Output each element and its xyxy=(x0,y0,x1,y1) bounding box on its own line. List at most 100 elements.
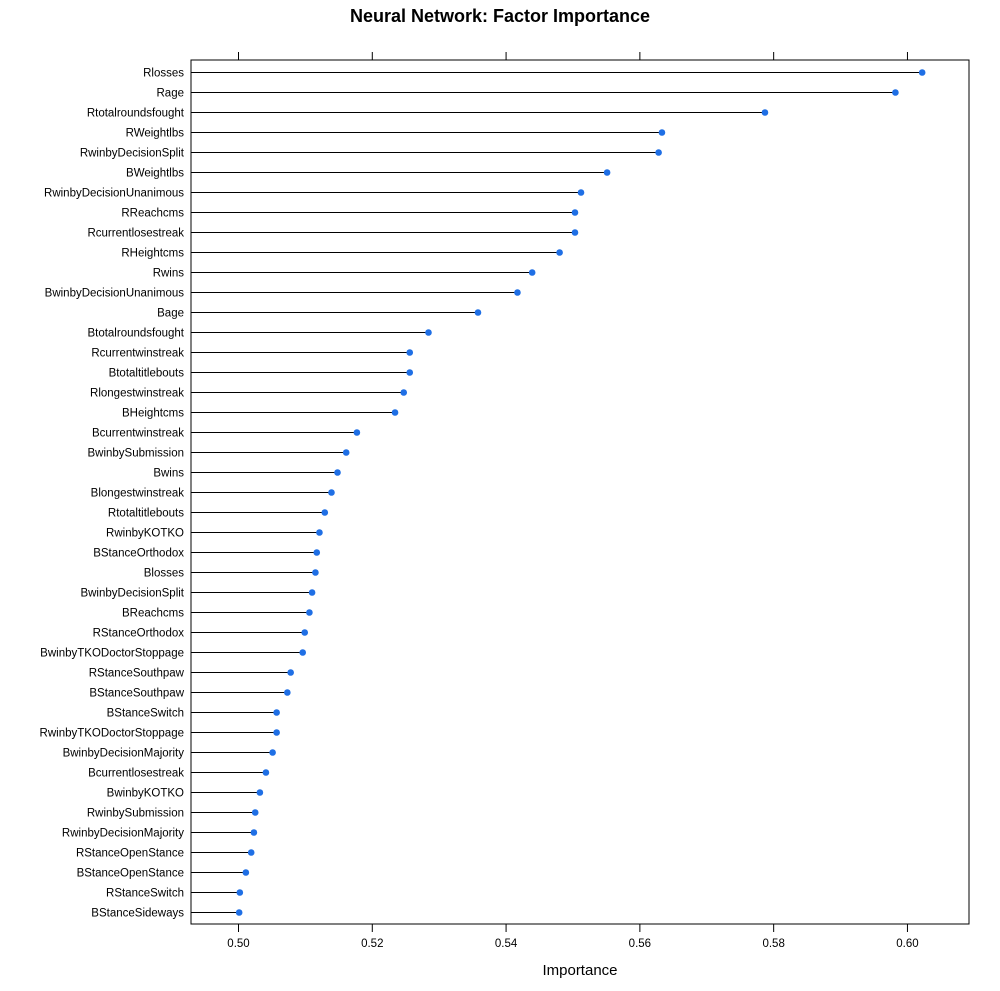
category-label: BwinbyTKODoctorStoppage xyxy=(40,648,184,660)
category-label: BwinbyDecisionUnanimous xyxy=(45,288,185,300)
data-point xyxy=(251,809,259,816)
category-label: BHeightcms xyxy=(122,408,184,420)
category-label: RwinbyDecisionSplit xyxy=(80,148,185,160)
lollipop-points xyxy=(235,69,926,916)
category-label: Rcurrentlosestreak xyxy=(87,228,184,240)
x-axis-title: Importance xyxy=(542,962,617,979)
category-label: RwinbySubmission xyxy=(87,808,184,820)
x-tick-label: 0.54 xyxy=(495,938,518,950)
data-point xyxy=(321,509,329,516)
category-label: Rtotalroundsfought xyxy=(87,108,185,120)
x-axis-ticks: 0.50 0.52 0.54 0.56 0.58 0.60 xyxy=(227,52,919,950)
category-label: Bcurrentwinstreak xyxy=(92,428,184,440)
data-point xyxy=(273,709,280,716)
category-label: BWeightlbs xyxy=(126,168,184,180)
category-label: RStanceOpenStance xyxy=(76,848,184,860)
lollipop-lines xyxy=(191,72,923,913)
data-point xyxy=(556,249,563,256)
category-label: Blosses xyxy=(144,568,185,580)
data-point xyxy=(247,849,255,856)
data-point xyxy=(306,609,313,616)
category-label: Rlosses xyxy=(143,68,184,80)
data-point xyxy=(342,449,350,456)
category-label: BwinbyKOTKO xyxy=(107,788,184,800)
data-point xyxy=(474,309,482,316)
category-label: RwinbyDecisionMajority xyxy=(62,828,184,840)
category-label: Rwins xyxy=(153,268,185,280)
data-point xyxy=(316,529,323,536)
category-label: RwinbyDecisionUnanimous xyxy=(44,188,184,200)
data-point xyxy=(235,909,243,916)
data-point xyxy=(334,469,341,476)
category-label: RStanceSwitch xyxy=(106,888,184,900)
category-label: BStanceOrthodox xyxy=(93,548,184,560)
data-point xyxy=(918,69,926,76)
chart-title: Neural Network: Factor Importance xyxy=(350,6,650,26)
category-label: Rcurrentwinstreak xyxy=(91,348,184,360)
category-label: RReachcms xyxy=(121,208,184,220)
data-point xyxy=(425,329,432,336)
category-label: Btotalroundsfought xyxy=(87,328,184,340)
x-tick-label: 0.58 xyxy=(762,938,784,950)
category-label: Bage xyxy=(157,308,184,320)
category-label: Bwins xyxy=(153,468,184,480)
data-point xyxy=(655,149,662,156)
category-label: Bcurrentlosestreak xyxy=(88,768,184,780)
data-point xyxy=(269,749,276,756)
category-label: Blongestwinstreak xyxy=(91,488,185,500)
data-point xyxy=(236,889,244,896)
data-point xyxy=(577,189,585,196)
category-label: BwinbyDecisionMajority xyxy=(63,748,185,760)
category-label: Rlongestwinstreak xyxy=(90,388,184,400)
x-tick-label: 0.50 xyxy=(227,938,249,950)
data-point xyxy=(299,649,307,656)
category-label: BwinbyDecisionSplit xyxy=(80,588,184,600)
data-point xyxy=(658,129,666,136)
category-label: BReachcms xyxy=(122,608,184,620)
data-point xyxy=(328,489,335,496)
x-tick-label: 0.60 xyxy=(896,938,918,950)
category-label: RwinbyKOTKO xyxy=(106,528,184,540)
category-label: Rtotaltitlebouts xyxy=(108,508,184,520)
data-point xyxy=(603,169,611,176)
category-label: BStanceSouthpaw xyxy=(89,688,184,700)
data-point xyxy=(250,829,258,836)
category-label: BStanceSideways xyxy=(91,908,184,920)
data-point xyxy=(353,429,361,436)
data-point xyxy=(242,869,250,876)
data-point xyxy=(528,269,536,276)
data-point xyxy=(761,109,769,116)
x-tick-label: 0.56 xyxy=(629,938,651,950)
data-point xyxy=(301,629,309,636)
data-point xyxy=(406,349,414,356)
category-label: RStanceSouthpaw xyxy=(89,668,185,680)
data-point xyxy=(400,389,408,396)
data-point xyxy=(256,789,264,796)
data-point xyxy=(571,229,579,236)
data-point xyxy=(571,209,579,216)
data-point xyxy=(312,569,319,576)
category-labels: Rlosses Rage Rtotalroundsfought RWeightlbs R… xyxy=(40,68,185,920)
category-label: BStanceOpenStance xyxy=(77,868,184,880)
category-label: RHeightcms xyxy=(121,248,184,260)
category-label: Btotaltitlebouts xyxy=(109,368,185,380)
category-label: RWeightlbs xyxy=(126,128,185,140)
data-point xyxy=(287,669,294,676)
data-point xyxy=(262,769,270,776)
data-point xyxy=(308,589,316,596)
data-point xyxy=(391,409,399,416)
category-label: RStanceOrthodox xyxy=(93,628,185,640)
category-label: RwinbyTKODoctorStoppage xyxy=(40,728,184,740)
category-label: BStanceSwitch xyxy=(107,708,184,720)
category-label: BwinbySubmission xyxy=(87,448,184,460)
data-point xyxy=(284,689,291,696)
data-point xyxy=(273,729,280,736)
x-tick-label: 0.52 xyxy=(361,938,383,950)
data-point xyxy=(313,549,321,556)
data-point xyxy=(892,89,899,96)
data-point xyxy=(406,369,414,376)
data-point xyxy=(514,289,521,296)
category-label: Rage xyxy=(157,88,185,100)
